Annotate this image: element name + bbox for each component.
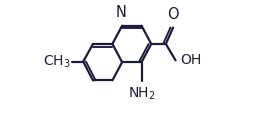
Text: NH$_2$: NH$_2$ <box>128 86 155 102</box>
Text: O: O <box>167 7 179 22</box>
Text: OH: OH <box>180 53 201 67</box>
Text: CH$_3$: CH$_3$ <box>43 53 71 70</box>
Text: N: N <box>116 5 127 20</box>
